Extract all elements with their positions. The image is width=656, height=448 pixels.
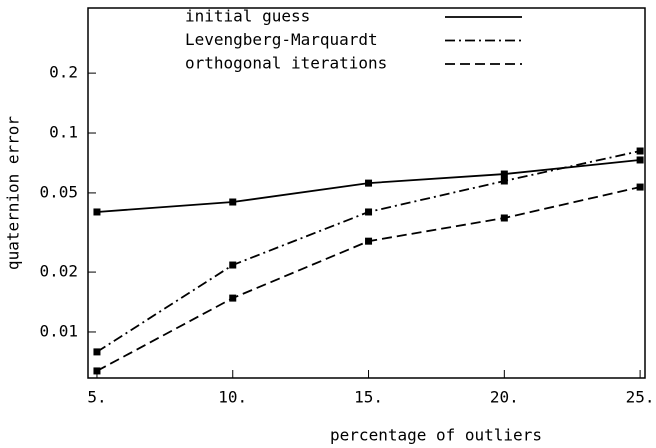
x-tick-label: 15. <box>354 388 383 407</box>
marker <box>93 367 101 375</box>
marker <box>93 348 101 356</box>
y-tick-label: 0.2 <box>49 63 78 82</box>
y-tick-label: 0.02 <box>39 262 78 281</box>
marker <box>365 208 373 216</box>
marker <box>636 156 644 164</box>
legend-label: initial guess <box>185 7 310 26</box>
y-axis-label: quaternion error <box>4 116 23 270</box>
marker <box>636 147 644 155</box>
x-tick-label: 20. <box>490 388 519 407</box>
marker <box>93 208 101 216</box>
marker <box>500 214 508 222</box>
marker <box>500 170 508 178</box>
marker <box>365 237 373 245</box>
marker <box>365 179 373 187</box>
marker <box>229 261 237 269</box>
marker <box>229 294 237 302</box>
y-tick-label: 0.01 <box>39 321 78 340</box>
marker <box>636 183 644 191</box>
x-tick-label: 10. <box>218 388 247 407</box>
marker <box>229 198 237 206</box>
y-tick-label: 0.05 <box>39 182 78 201</box>
x-axis-label: percentage of outliers <box>330 426 542 445</box>
marker <box>500 177 508 185</box>
y-tick-label: 0.1 <box>49 123 78 142</box>
x-tick-label: 5. <box>87 388 106 407</box>
legend-label: orthogonal iterations <box>185 54 387 73</box>
x-tick-label: 25. <box>626 388 655 407</box>
legend-label: Levengberg-Marquardt <box>185 30 378 49</box>
